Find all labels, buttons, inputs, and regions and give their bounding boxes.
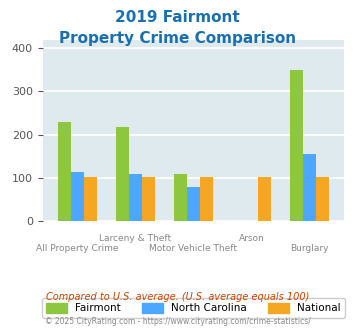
Text: © 2025 CityRating.com - https://www.cityrating.com/crime-statistics/: © 2025 CityRating.com - https://www.city… <box>45 317 310 326</box>
Bar <box>187 187 200 221</box>
Bar <box>142 178 154 221</box>
Text: Arson: Arson <box>239 234 264 243</box>
Bar <box>258 178 271 221</box>
Bar <box>84 178 97 221</box>
Legend: Fairmont, North Carolina, National: Fairmont, North Carolina, National <box>42 298 345 317</box>
Text: All Property Crime: All Property Crime <box>36 244 119 252</box>
Text: Property Crime Comparison: Property Crime Comparison <box>59 31 296 46</box>
Text: Larceny & Theft: Larceny & Theft <box>99 234 171 243</box>
Bar <box>116 127 129 221</box>
Bar <box>316 178 329 221</box>
Bar <box>200 178 213 221</box>
Bar <box>303 154 316 221</box>
Text: Burglary: Burglary <box>290 244 329 252</box>
Bar <box>58 122 71 221</box>
Text: Motor Vehicle Theft: Motor Vehicle Theft <box>149 244 237 252</box>
Bar <box>71 172 84 221</box>
Text: Compared to U.S. average. (U.S. average equals 100): Compared to U.S. average. (U.S. average … <box>46 292 309 302</box>
Bar <box>290 70 303 221</box>
Text: 2019 Fairmont: 2019 Fairmont <box>115 10 240 25</box>
Bar <box>129 174 142 221</box>
Bar <box>174 175 187 221</box>
